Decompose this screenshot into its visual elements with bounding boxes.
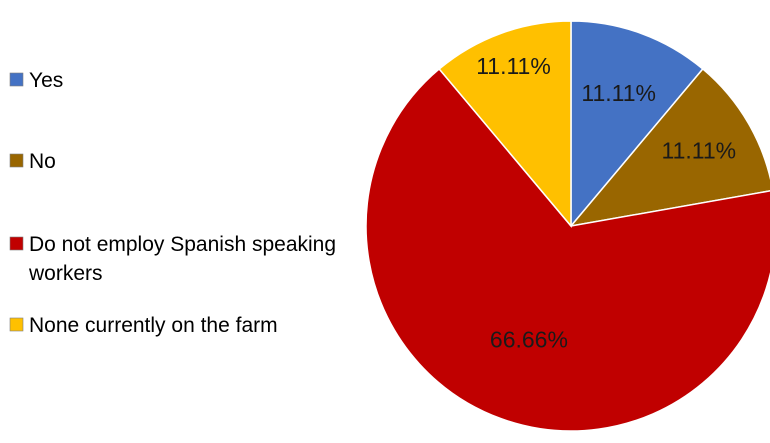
data-label-do-not-employ-spanish-speaking-workers: 66.66%	[490, 327, 568, 353]
pie-slice-do-not-employ-spanish-speaking-workers	[365, 67, 770, 432]
legend-item-none-currently-on-the-farm: None currently on the farm	[9, 314, 278, 337]
legend-swatch	[9, 153, 24, 168]
data-label-none-currently-on-the-farm: 11.11%	[476, 53, 551, 79]
pie-slice-none-currently-on-the-farm	[438, 20, 572, 229]
legend-label: No	[29, 150, 56, 173]
legend-label: workers	[28, 262, 103, 285]
legend-item-no: No	[9, 150, 56, 173]
legend-swatch	[9, 72, 24, 87]
legend-label: None currently on the farm	[29, 314, 278, 337]
legend-label: Do not employ Spanish speaking	[29, 233, 336, 256]
legend-item-yes: Yes	[9, 69, 63, 92]
legend-swatch	[9, 236, 24, 251]
legend-label: Yes	[29, 69, 63, 92]
data-label-yes: 11.11%	[581, 80, 656, 106]
pie-slice-yes	[570, 20, 704, 229]
data-label-no: 11.11%	[662, 137, 737, 163]
legend-swatch	[9, 317, 24, 332]
data-labels: 11.11% 11.11% 66.66% 11.11%	[476, 53, 736, 353]
legend-item-do-not-employ-spanish-speaking-workers: Do not employ Spanish speaking workers	[9, 233, 336, 285]
pie-slice-no	[569, 67, 770, 228]
legend: Yes No Do not employ Spanish speaking worke…	[9, 69, 336, 337]
pie-slices	[365, 20, 770, 432]
